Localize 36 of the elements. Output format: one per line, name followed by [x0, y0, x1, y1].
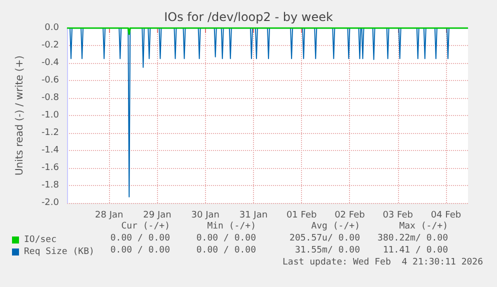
y-tick-label: -1.8 — [41, 180, 60, 190]
x-tick-label: 03 Feb — [382, 210, 414, 220]
text: 11.41 / 0.00 — [382, 246, 448, 256]
y-axis-title: Units read (-) / write (+) — [14, 55, 26, 176]
text: 380.22m/ 0.00 — [378, 234, 448, 244]
text: 0.00 / 0.00 — [110, 246, 170, 256]
y-tick-label: -0.2 — [41, 40, 59, 50]
y-tick-label: -1.0 — [41, 110, 60, 120]
text: Cur (-/+) — [121, 222, 170, 232]
text: 31.55m/ 0.00 — [294, 246, 360, 256]
text: 0.00 / 0.00 — [196, 246, 256, 256]
y-tick-label: -2.0 — [41, 198, 60, 208]
legend-label: Req Size (KB) — [24, 247, 94, 257]
x-tick-label: 02 Feb — [334, 210, 366, 220]
y-tick-label: -0.6 — [41, 76, 60, 86]
text: Last update: Wed Feb 4 21:30:11 2026 — [282, 258, 483, 268]
text: 205.57u/ 0.00 — [290, 234, 360, 244]
y-tick-label: -0.8 — [41, 93, 60, 103]
x-tick-label: 31 Jan — [239, 210, 268, 220]
text: 0.00 / 0.00 — [110, 234, 170, 244]
y-tick-label: -1.2 — [41, 128, 59, 138]
text: 0.00 / 0.00 — [196, 234, 256, 244]
x-tick-label: 01 Feb — [286, 210, 317, 220]
y-tick-label: 0.0 — [44, 23, 60, 33]
y-tick-label: -1.6 — [41, 163, 60, 173]
x-tick-label: 04 Feb — [430, 210, 462, 220]
chart-title: IOs for /dev/loop2 - by week — [164, 10, 333, 24]
text: Avg (-/+) — [311, 222, 360, 232]
legend-label: IO/sec — [24, 235, 57, 245]
x-tick-label: 29 Jan — [143, 210, 172, 220]
x-tick-label: 30 Jan — [191, 210, 220, 220]
x-tick-label: 28 Jan — [95, 210, 124, 220]
y-tick-label: -1.4 — [41, 146, 60, 156]
text: Min (-/+) — [207, 222, 256, 232]
y-tick-label: -0.4 — [41, 58, 60, 68]
text: Max (-/+) — [399, 222, 448, 232]
